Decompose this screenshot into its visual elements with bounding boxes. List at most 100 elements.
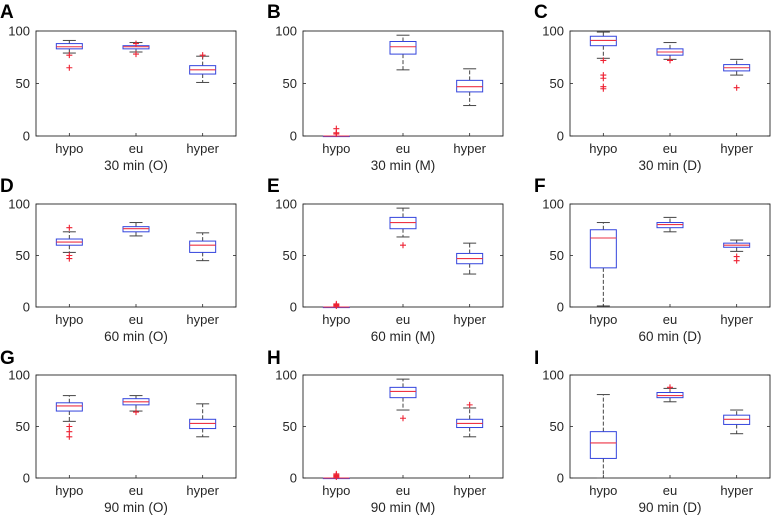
panel-letter: F xyxy=(534,176,546,197)
outlier-marker xyxy=(733,253,740,260)
outlier-marker xyxy=(199,52,206,59)
panel-letter: B xyxy=(267,2,281,23)
y-tick-label: 0 xyxy=(23,129,30,144)
outlier-marker xyxy=(667,384,673,391)
panel-letter: E xyxy=(267,176,280,197)
outlier-marker xyxy=(333,470,340,477)
outlier-marker xyxy=(600,57,607,64)
outlier-marker xyxy=(66,428,73,435)
x-tick-label: hypo xyxy=(589,141,617,156)
axes-frame xyxy=(35,203,237,308)
y-tick-label: 50 xyxy=(16,248,30,263)
y-tick-label: 100 xyxy=(275,24,297,39)
x-tick-label: hyper xyxy=(186,141,219,156)
box-iqr xyxy=(589,229,617,269)
outlier-marker xyxy=(600,72,607,79)
y-tick-label: 100 xyxy=(8,24,30,39)
outlier-marker xyxy=(333,125,340,132)
x-tick-label: eu xyxy=(663,312,677,327)
axes-frame xyxy=(302,374,504,479)
y-tick-label: 0 xyxy=(557,129,564,144)
y-tick-label: 50 xyxy=(283,248,297,263)
x-axis-label: 30 min (O) xyxy=(104,158,168,173)
x-tick-label: hyper xyxy=(720,483,753,498)
x-tick-label: hypo xyxy=(322,141,350,156)
x-tick-label: hyper xyxy=(453,141,486,156)
y-tick-label: 100 xyxy=(275,197,297,212)
x-axis-label: 90 min (O) xyxy=(104,500,168,515)
y-tick-label: 50 xyxy=(16,76,30,91)
box-iqr xyxy=(389,41,417,55)
y-tick-label: 50 xyxy=(550,248,564,263)
y-tick-label: 50 xyxy=(283,76,297,91)
box-iqr xyxy=(589,431,617,459)
y-tick-label: 0 xyxy=(557,471,564,486)
outlier-marker xyxy=(400,415,406,422)
x-tick-label: hypo xyxy=(589,312,617,327)
box-iqr xyxy=(389,386,417,399)
x-axis-label: 30 min (D) xyxy=(638,158,701,173)
y-tick-label: 100 xyxy=(542,197,564,212)
outlier-marker xyxy=(66,224,73,231)
y-tick-label: 100 xyxy=(8,368,30,383)
panel-letter: H xyxy=(267,348,281,369)
x-tick-label: eu xyxy=(129,312,143,327)
x-tick-label: eu xyxy=(663,483,677,498)
x-axis-label: 90 min (M) xyxy=(371,500,436,515)
x-axis-label: 60 min (M) xyxy=(371,329,436,344)
x-axis-label: 60 min (O) xyxy=(104,329,168,344)
outlier-marker xyxy=(66,423,73,430)
x-tick-label: hypo xyxy=(322,312,350,327)
x-tick-label: hypo xyxy=(55,141,83,156)
y-tick-label: 0 xyxy=(23,471,30,486)
outlier-marker xyxy=(66,433,73,440)
axes-frame xyxy=(35,374,237,479)
outlier-marker xyxy=(133,40,139,47)
y-tick-label: 50 xyxy=(16,419,30,434)
x-tick-label: hyper xyxy=(453,312,486,327)
x-tick-label: hypo xyxy=(589,483,617,498)
outlier-marker xyxy=(733,84,740,91)
axes-frame xyxy=(302,203,504,308)
y-tick-label: 50 xyxy=(550,419,564,434)
y-tick-label: 0 xyxy=(557,300,564,315)
box-iqr xyxy=(189,240,217,253)
y-tick-label: 0 xyxy=(290,129,297,144)
y-tick-label: 100 xyxy=(542,24,564,39)
x-tick-label: eu xyxy=(129,141,143,156)
outlier-marker xyxy=(66,252,73,259)
panel-letter: A xyxy=(0,2,14,23)
x-tick-label: eu xyxy=(396,483,410,498)
x-tick-label: hyper xyxy=(186,483,219,498)
outlier-marker xyxy=(600,83,607,90)
x-tick-label: hypo xyxy=(55,312,83,327)
y-tick-label: 100 xyxy=(542,368,564,383)
x-tick-label: hypo xyxy=(322,483,350,498)
y-tick-label: 100 xyxy=(275,368,297,383)
x-tick-label: hyper xyxy=(720,312,753,327)
panel-letter: G xyxy=(0,348,15,369)
outlier-marker xyxy=(400,242,406,249)
x-tick-label: hyper xyxy=(720,141,753,156)
x-axis-label: 60 min (D) xyxy=(638,329,701,344)
x-tick-label: hyper xyxy=(453,483,486,498)
outlier-marker xyxy=(333,300,340,307)
x-tick-label: eu xyxy=(396,312,410,327)
panel-letter: D xyxy=(0,176,14,197)
panel-letter: I xyxy=(534,348,539,369)
x-axis-label: 30 min (M) xyxy=(371,158,436,173)
y-tick-label: 50 xyxy=(550,76,564,91)
outlier-marker xyxy=(133,51,139,58)
outlier-marker xyxy=(66,64,73,71)
outlier-marker xyxy=(466,401,473,408)
y-tick-label: 0 xyxy=(290,471,297,486)
x-tick-label: eu xyxy=(663,141,677,156)
outlier-marker xyxy=(66,52,73,59)
outlier-marker xyxy=(133,409,139,416)
y-tick-label: 0 xyxy=(290,300,297,315)
x-tick-label: eu xyxy=(129,483,143,498)
y-tick-label: 50 xyxy=(283,419,297,434)
y-tick-label: 0 xyxy=(23,300,30,315)
outlier-marker xyxy=(667,57,673,64)
